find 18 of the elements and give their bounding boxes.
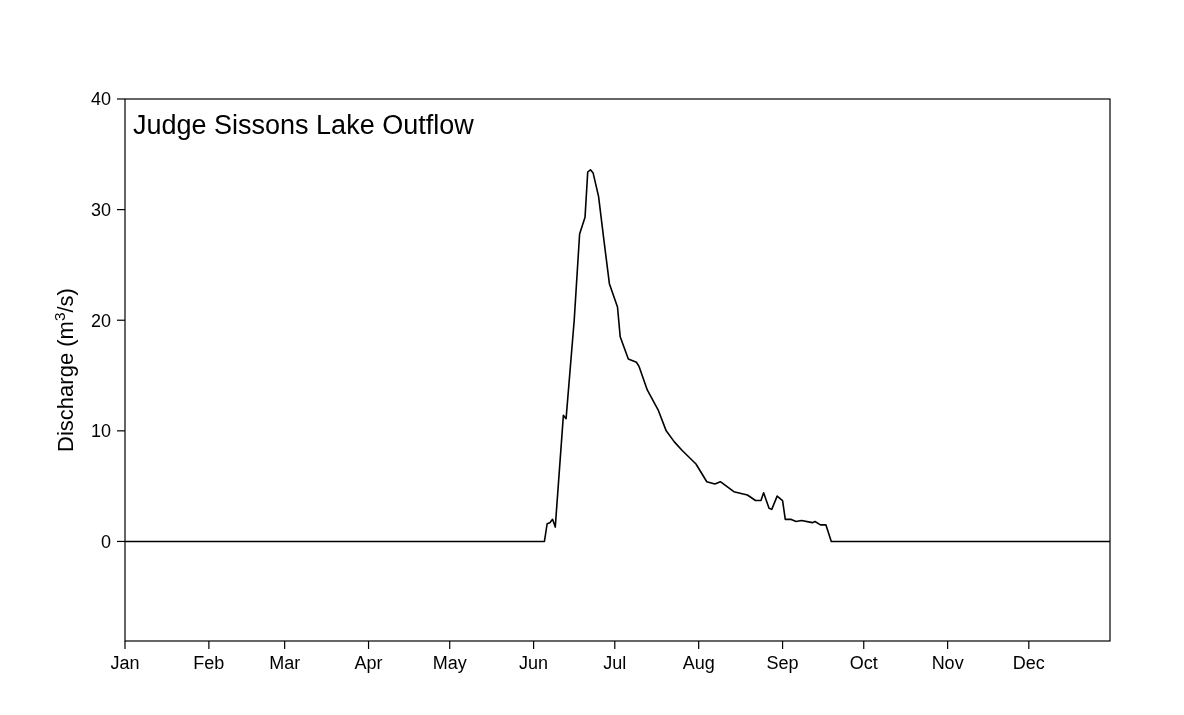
x-tick-label: Jun [519,653,549,673]
x-tick-label: Aug [682,653,715,673]
x-tick-label: Jul [603,653,627,673]
x-tick-label: Sep [766,653,799,673]
x-tick-label: Nov [931,653,964,673]
chart-title: Judge Sissons Lake Outflow [133,110,475,140]
y-tick-label: 20 [90,310,111,331]
x-tick-label: Dec [1012,653,1045,673]
x-tick-label: Oct [849,653,878,673]
x-tick-label: Jan [110,653,140,673]
y-tick-label: 30 [90,199,111,220]
x-tick-label: Feb [193,653,225,673]
y-tick-label: 10 [90,421,111,442]
y-tick-label: 0 [100,531,111,552]
y-tick-label: 40 [90,89,111,110]
x-tick-label: May [432,653,467,673]
x-tick-label: Mar [269,653,301,673]
x-tick-label: Apr [354,653,383,673]
